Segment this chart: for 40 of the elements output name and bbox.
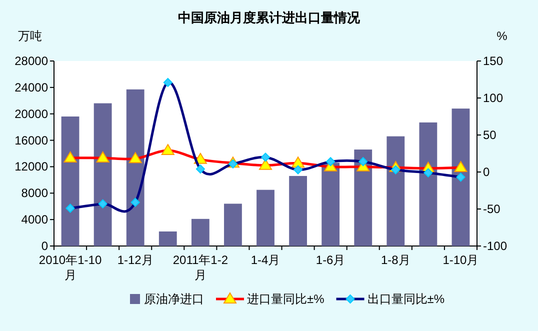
y2-tick-label: 0 [483, 165, 490, 179]
bar [354, 150, 372, 246]
y-tick-label: 28000 [14, 54, 48, 68]
y2-tick-label: 50 [483, 128, 497, 142]
bar [94, 103, 112, 246]
x-tick-label: 2010年1-10月 [38, 253, 102, 282]
chart-title: 中国原油月度累计进出口量情况 [178, 10, 361, 25]
legend-label: 进口量同比±% [247, 292, 325, 306]
y2-axis-title: % [496, 29, 508, 43]
x-tick-label: 2011年1-2月 [172, 253, 228, 282]
bar [322, 162, 340, 246]
bar [61, 116, 80, 246]
y-tick-label: 4000 [21, 212, 48, 227]
y2-tick-label: 150 [483, 54, 504, 68]
bar [386, 136, 405, 246]
bar [191, 218, 210, 246]
y-tick-label: 12000 [14, 160, 48, 174]
legend-label: 原油净进口 [144, 292, 204, 306]
x-tick-label: 1-8月 [380, 253, 410, 267]
y-tick-label: 8000 [21, 186, 48, 200]
y-tick-label: 0 [41, 239, 48, 253]
x-tick-label: 1-10月 [442, 253, 479, 267]
y-tick-label: 20000 [14, 106, 48, 121]
bar [419, 122, 438, 246]
y2-tick-label: -50 [483, 202, 501, 216]
bar [158, 231, 177, 246]
x-tick-label: 1-6月 [316, 253, 346, 267]
bar [452, 108, 470, 246]
x-tick-label: 1-4月 [250, 253, 280, 267]
y-tick-label: 16000 [14, 133, 48, 148]
bar [224, 204, 242, 246]
legend-label: 出口量同比±% [367, 292, 445, 306]
bar [126, 89, 144, 246]
y2-tick-label: -100 [483, 239, 508, 253]
y-axis-title: 万吨 [18, 29, 42, 43]
bar [256, 190, 274, 246]
y-tick-label: 24000 [14, 80, 48, 94]
y2-tick-label: 100 [483, 91, 504, 105]
x-tick-label: 1-12月 [117, 253, 154, 267]
bar [289, 176, 307, 246]
